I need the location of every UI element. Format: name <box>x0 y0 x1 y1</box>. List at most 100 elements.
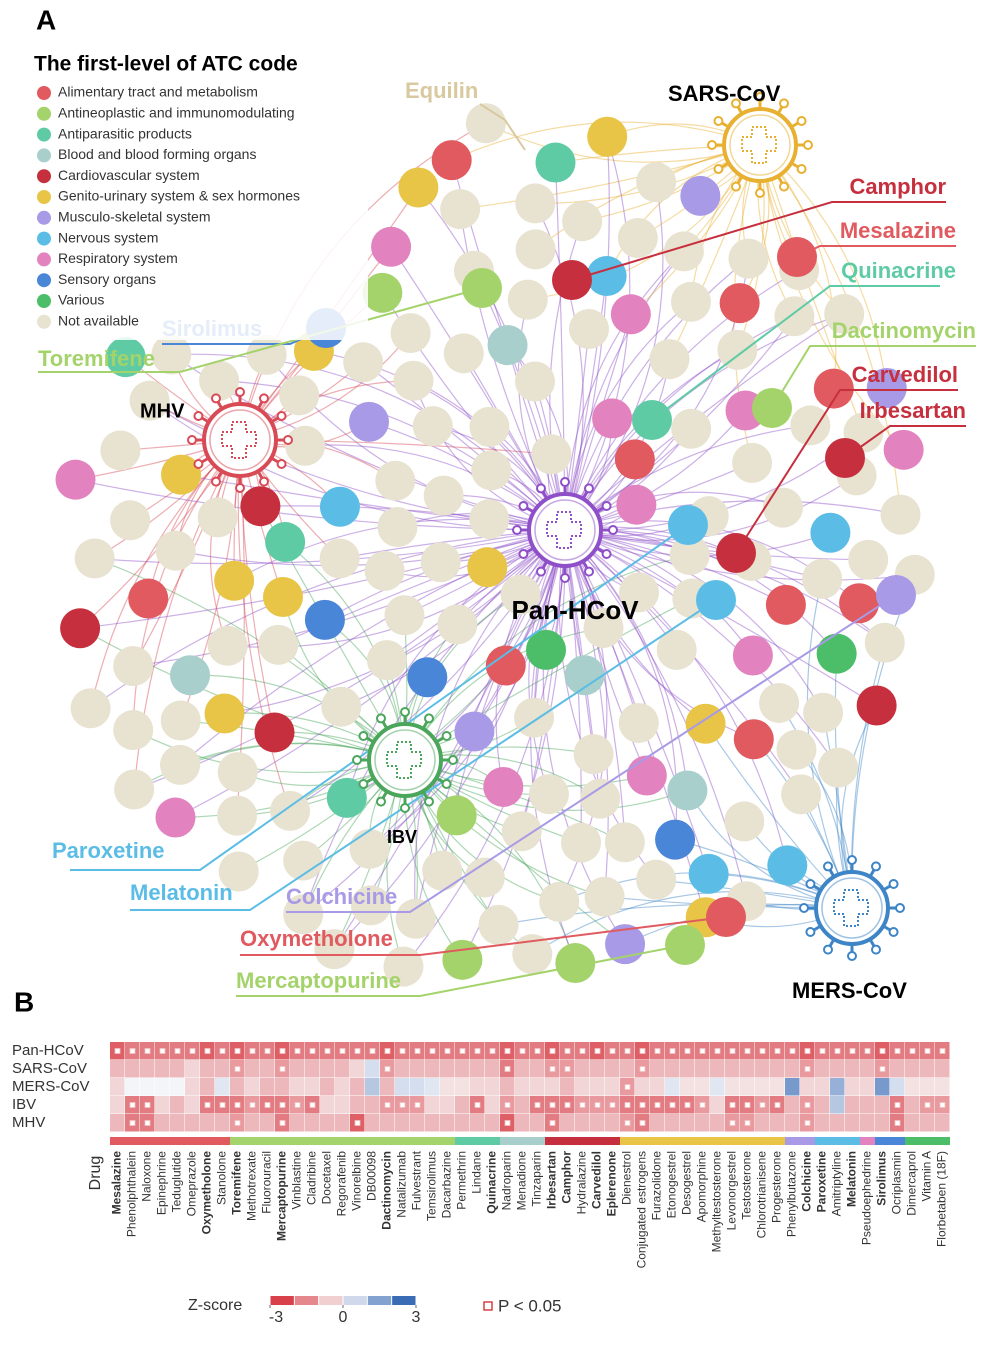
drug-node <box>514 361 555 402</box>
drug-node <box>377 507 418 548</box>
drug-node <box>113 646 154 687</box>
significance-dot <box>204 1048 211 1054</box>
significance-dot <box>804 1066 811 1072</box>
drug-label: Methotrexate <box>245 1151 259 1221</box>
edge <box>564 500 901 531</box>
significance-dot <box>654 1102 661 1108</box>
significance-dot <box>579 1102 586 1108</box>
legend-label: Antiparasitic products <box>58 125 192 141</box>
significance-dot <box>249 1048 256 1054</box>
drug-label: Natalizumab <box>395 1151 409 1218</box>
significance-dot <box>654 1048 661 1054</box>
drug-node <box>632 400 672 440</box>
legend-title: The first-level of ATC code <box>34 53 298 76</box>
edge <box>461 529 566 961</box>
virus-spike-tip <box>888 927 899 937</box>
significance-dot <box>804 1048 811 1054</box>
significance-dot <box>729 1102 736 1108</box>
virus-spike-tip <box>448 755 458 765</box>
callout-label: Irbesartan <box>860 398 966 423</box>
heatmap-cell <box>845 1096 860 1114</box>
drug-node <box>440 189 481 230</box>
virus-spike-tip <box>755 188 765 198</box>
significance-dot <box>234 1066 241 1072</box>
significance-dot <box>144 1120 151 1126</box>
significance-dot <box>189 1048 196 1054</box>
heatmap-cell <box>650 1078 665 1096</box>
callout-line <box>130 599 717 911</box>
callout-line <box>236 944 686 997</box>
virus-spike-tip <box>400 707 410 717</box>
edge <box>260 505 566 531</box>
drug-node <box>636 162 677 203</box>
significance-dot <box>534 1102 541 1108</box>
drug-label: Irbesartan <box>545 1151 559 1209</box>
heatmap-cell <box>815 1078 830 1096</box>
drug-node <box>160 700 201 741</box>
heatmap-cell <box>845 1060 860 1078</box>
drug-label: Sirolimus <box>875 1151 889 1206</box>
drug-label: Docetaxel <box>320 1151 334 1204</box>
drug-node <box>883 429 924 470</box>
drug-node <box>584 876 625 917</box>
heatmap-cell <box>395 1078 410 1096</box>
drug-node <box>319 538 360 579</box>
axis-label: Drug <box>87 1156 104 1191</box>
drug-node <box>114 769 155 810</box>
drug-label: Apomorphine <box>695 1151 709 1223</box>
significance-dot <box>699 1048 706 1054</box>
virus-spike-tip <box>608 525 618 535</box>
drug-label: Dienestrol <box>620 1151 634 1205</box>
virus-spike-tip <box>755 92 765 102</box>
heatmap-cell <box>755 1078 770 1096</box>
drug-label: Hydralazine <box>575 1151 589 1215</box>
virus-spike-tip <box>584 566 594 577</box>
callout-label: Dactinomycin <box>832 318 976 343</box>
drug-node <box>539 881 580 922</box>
drug-node <box>618 572 659 613</box>
significance-dot <box>309 1048 316 1054</box>
callout-line <box>651 285 940 421</box>
significance-dot <box>729 1048 736 1054</box>
virus-capsid <box>202 402 278 478</box>
drug-node <box>258 624 299 665</box>
drug-node <box>568 309 609 350</box>
legend-swatch <box>37 190 51 204</box>
virus-spike-tip <box>441 731 452 741</box>
heatmap-cell <box>395 1114 410 1132</box>
callout-label: Paroxetine <box>52 838 165 863</box>
drug-node <box>240 486 281 527</box>
drug-node <box>733 719 774 760</box>
significance-dot <box>234 1102 241 1108</box>
heatmap-cell <box>875 1078 890 1096</box>
drug-node <box>129 380 170 421</box>
virus-label: SARS-CoV <box>668 81 781 106</box>
heatmap-cell <box>785 1114 800 1132</box>
heatmap-cell <box>320 1078 335 1096</box>
heatmap-cell <box>425 1060 440 1078</box>
category-bar <box>815 1137 860 1145</box>
drug-node <box>270 790 311 831</box>
virus-spike-tip <box>805 927 816 937</box>
drug-node <box>304 599 345 640</box>
drug-node <box>105 337 146 378</box>
drug-label: Fluorouracil <box>260 1151 274 1214</box>
category-bar <box>875 1137 905 1145</box>
heatmap-cell <box>110 1078 125 1096</box>
category-bar <box>545 1137 620 1145</box>
drug-node <box>604 822 645 863</box>
significance-dot <box>909 1048 916 1054</box>
callout-label: Camphor <box>849 174 946 199</box>
heatmap-cell <box>425 1096 440 1114</box>
significance-dot <box>684 1048 691 1054</box>
drug-label: Chlorotrianisene <box>755 1151 769 1239</box>
drug-node <box>207 625 248 666</box>
drug-label: Paroxetine <box>815 1151 829 1213</box>
heatmap-cell <box>185 1114 200 1132</box>
drug-node <box>618 702 659 743</box>
heatmap-cell <box>335 1114 350 1132</box>
edge <box>564 258 749 531</box>
heatmap-cell <box>575 1060 590 1078</box>
heatmap-cell <box>830 1060 845 1078</box>
edge <box>564 529 788 866</box>
